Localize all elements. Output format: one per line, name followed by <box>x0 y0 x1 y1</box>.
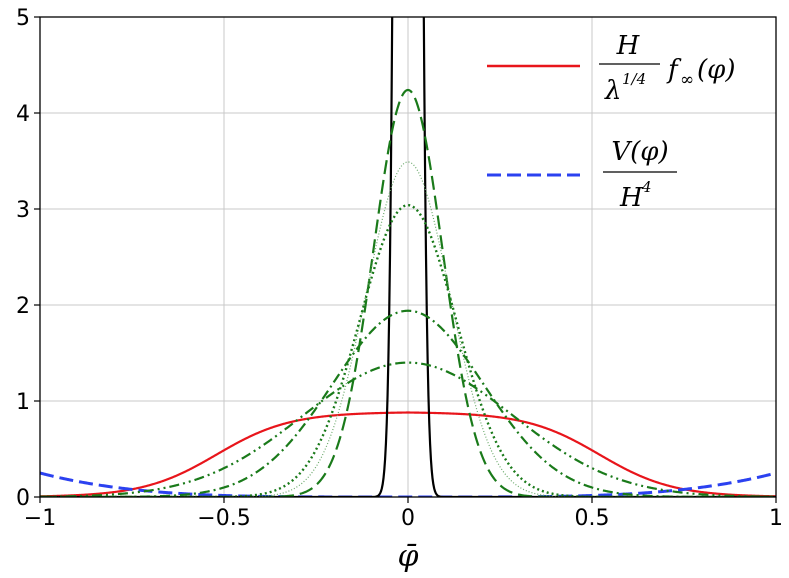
legend-1-numerator: V(φ) <box>611 137 668 167</box>
legend: Hλ 1/4 f ∞ (φ)V(φ)H 4 <box>487 31 736 213</box>
x-tick-label: 1 <box>769 506 783 531</box>
x-axis-label: φ̄ <box>397 539 418 574</box>
legend-1-denominator: H <box>619 183 644 213</box>
x-tick-label: −1 <box>24 506 56 531</box>
series-line-7 <box>40 361 776 497</box>
y-tick-label: 5 <box>16 6 30 31</box>
series-line-6 <box>40 309 776 497</box>
series-line-3 <box>40 88 776 497</box>
legend-0-denominator: λ <box>604 76 621 106</box>
y-tick-label: 3 <box>16 198 30 223</box>
plot-curves <box>40 17 776 497</box>
y-tick-label: 4 <box>16 102 30 127</box>
legend-0-suffix-subscript: ∞ <box>680 70 694 90</box>
x-tick-label: 0 <box>401 506 415 531</box>
y-tick-label: 2 <box>16 294 30 319</box>
x-tick-label: 0.5 <box>575 506 610 531</box>
legend-0-denominator-exponent: 1/4 <box>622 70 646 88</box>
legend-0-suffix-argument: (φ) <box>697 55 736 85</box>
series-line-1 <box>40 471 776 497</box>
series-line-0 <box>40 411 776 497</box>
x-tick-label: −0.5 <box>197 506 250 531</box>
tick-labels: −1 −0.5 0 0.5 1 0 1 2 3 4 5 <box>16 6 783 531</box>
y-tick-label: 1 <box>16 390 30 415</box>
legend-1-denominator-exponent: 4 <box>641 178 652 196</box>
y-tick-label: 0 <box>16 486 30 511</box>
legend-0-numerator: H <box>616 31 641 61</box>
